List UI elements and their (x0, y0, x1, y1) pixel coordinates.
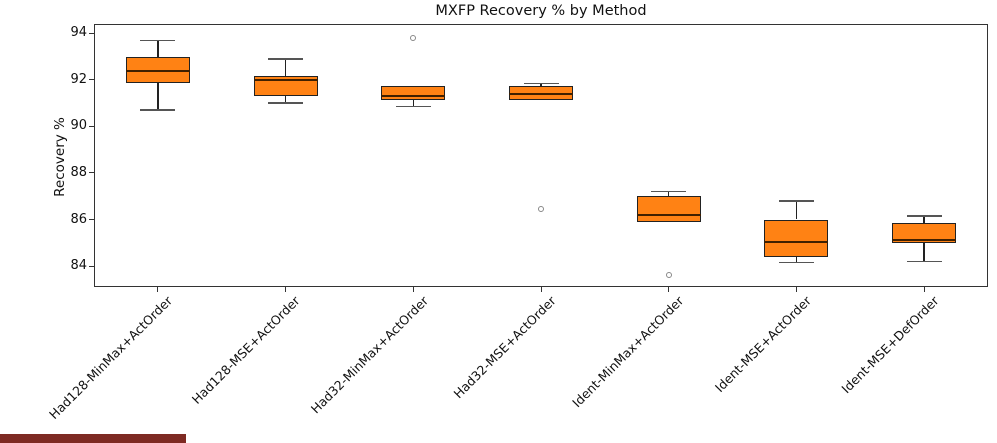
x-tick-mark (540, 287, 542, 292)
y-tick-label: 84 (70, 258, 87, 274)
lower-whisker (923, 242, 925, 262)
upper-whisker (540, 83, 542, 86)
box (764, 219, 829, 257)
y-tick-mark (89, 79, 94, 81)
chart-title: MXFP Recovery % by Method (435, 3, 647, 19)
upper-cap (268, 58, 304, 60)
y-tick-label: 90 (70, 118, 87, 134)
x-tick-mark (157, 287, 159, 292)
lower-cap (906, 260, 942, 263)
upper-cap (778, 200, 814, 202)
upper-whisker (923, 216, 925, 223)
lower-cap (395, 105, 431, 108)
upper-whisker (157, 40, 159, 57)
y-tick-label: 86 (70, 211, 87, 227)
median-line (381, 95, 446, 98)
upper-cap (906, 215, 942, 217)
upper-cap (523, 82, 559, 85)
box (892, 222, 957, 243)
outlier-point (538, 206, 544, 213)
upper-whisker (284, 58, 287, 77)
box (381, 85, 446, 100)
box (636, 196, 701, 222)
x-tick-mark (285, 287, 287, 292)
box (509, 85, 573, 100)
x-tick-mark (795, 287, 797, 292)
x-axis-label: Had32-MSE+ActOrder (450, 293, 559, 402)
bottom-left-red-bar (0, 434, 186, 443)
y-tick-label: 88 (70, 164, 87, 180)
median-line (509, 92, 573, 95)
plot-area (94, 24, 988, 287)
upper-whisker (795, 200, 798, 220)
y-tick-label: 92 (70, 71, 87, 87)
median-line (253, 78, 318, 81)
median-line (636, 213, 701, 216)
y-tick-mark (89, 32, 94, 34)
x-axis-label: Had128-MSE+ActOrder (189, 293, 304, 407)
x-tick-mark (923, 287, 925, 292)
x-axis-label: Had128-MinMax+ActOrder (46, 293, 176, 423)
lower-cap (268, 102, 304, 104)
box (253, 76, 318, 97)
outlier-point (665, 272, 672, 279)
lower-cap (140, 109, 176, 111)
lower-whisker (795, 256, 798, 263)
lower-whisker (157, 83, 159, 111)
y-tick-label: 94 (70, 25, 87, 41)
median-line (125, 69, 190, 72)
lower-cap (778, 261, 814, 264)
x-axis-label: Ident-MinMax+ActOrder (569, 293, 687, 411)
upper-cap (651, 190, 687, 193)
y-tick-mark (89, 265, 94, 267)
x-tick-mark (412, 287, 414, 292)
median-line (892, 239, 957, 242)
x-axis-label: Ident-MSE+ActOrder (711, 293, 815, 396)
y-tick-mark (89, 219, 94, 220)
x-tick-mark (668, 287, 670, 292)
y-tick-mark (89, 125, 94, 127)
upper-cap (140, 39, 176, 42)
outlier-point (410, 34, 417, 41)
y-tick-mark (89, 172, 94, 174)
x-axis-label: Ident-MSE+DefOrder (838, 293, 942, 397)
lower-whisker (412, 99, 415, 107)
x-axis-label: Had32-MinMax+ActOrder (307, 293, 431, 417)
upper-whisker (667, 191, 670, 197)
median-line (764, 240, 829, 243)
lower-whisker (284, 96, 287, 104)
